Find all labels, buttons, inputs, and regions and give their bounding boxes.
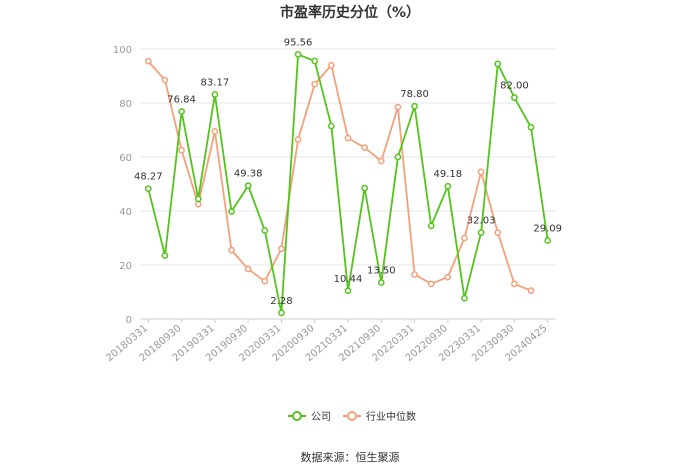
data-point-company [494, 60, 502, 68]
data-point-industry-median [211, 128, 219, 135]
legend-company-marker [292, 411, 302, 421]
data-point-industry-median [228, 246, 235, 254]
legend-industry-label: 行业中位数 [366, 410, 416, 423]
data-point-company [294, 51, 302, 58]
data-point-company [544, 237, 552, 244]
data-point-industry-median [394, 103, 402, 111]
data-label: 10.44 [334, 274, 363, 285]
data-point-company [444, 182, 452, 190]
data-point-company [228, 208, 235, 215]
data-point-industry-median [194, 200, 202, 208]
y-tick-label: 80 [119, 99, 132, 110]
data-point-industry-median [294, 136, 302, 143]
data-label: 78.80 [400, 89, 429, 100]
data-label: 48.27 [134, 172, 163, 183]
data-point-company [311, 57, 319, 65]
data-point-company [194, 195, 202, 203]
data-label: 95.56 [284, 37, 313, 48]
data-label: 76.84 [167, 95, 196, 106]
data-point-company [278, 309, 285, 317]
x-axis: 2018033120180930201903312019093020200331… [104, 319, 550, 364]
data-point-company [477, 229, 485, 236]
data-point-industry-median [278, 245, 285, 253]
data-point-company [361, 184, 368, 192]
data-point-industry-median [178, 146, 185, 154]
data-point-industry-median [527, 287, 535, 294]
data-point-company [394, 153, 402, 161]
series-line-industry-median [147, 60, 532, 292]
data-point-industry-median [461, 234, 468, 242]
y-tick-label: 0 [126, 315, 132, 326]
legend-industry-marker [347, 411, 357, 421]
data-point-industry-median [344, 134, 352, 142]
data-point-industry-median [261, 277, 269, 285]
legend-item-company[interactable]: 公司 [288, 411, 331, 423]
data-point-company [144, 185, 152, 193]
data-point-industry-median [311, 80, 319, 88]
legend-company-label: 公司 [311, 412, 331, 423]
data-label: 2.28 [270, 296, 292, 307]
data-point-company [411, 102, 418, 110]
data-labels: 48.27 76.84 83.17 49.38 2.28 95.56 10.44 13.50 7… [134, 37, 562, 306]
data-point-industry-median [511, 280, 518, 288]
data-point-company [211, 91, 219, 98]
data-label: 83.17 [201, 77, 230, 88]
data-label: 29.09 [533, 223, 562, 234]
data-label: 49.38 [234, 169, 263, 180]
legend: 公司 行业中位数 [288, 410, 416, 423]
data-point-industry-median [494, 229, 502, 236]
chart-title: 市盈率历史分位（%） [280, 4, 420, 21]
data-point-industry-median [244, 265, 252, 273]
data-point-company [178, 108, 185, 115]
legend-item-industry-median[interactable]: 行业中位数 [343, 410, 416, 423]
y-axis: 0 20 40 60 80 100 [113, 45, 132, 326]
series-points [144, 51, 552, 317]
data-point-company [527, 123, 535, 131]
data-label: 49.18 [434, 169, 463, 180]
data-point-company [328, 122, 335, 130]
y-tick-label: 40 [119, 207, 132, 218]
data-point-industry-median [361, 144, 368, 151]
data-point-company [377, 279, 385, 286]
data-point-industry-median [444, 273, 452, 281]
data-point-company [427, 222, 435, 230]
source-text: 数据来源：恒生聚源 [301, 450, 400, 464]
data-label: 13.50 [367, 266, 396, 277]
data-label: 32.03 [467, 216, 496, 227]
y-tick-label: 100 [113, 45, 132, 56]
data-point-industry-median [144, 57, 152, 65]
y-tick-label: 60 [119, 153, 132, 164]
data-point-industry-median [377, 157, 385, 165]
data-point-industry-median [477, 168, 485, 176]
data-point-company [161, 252, 169, 259]
data-point-company [461, 294, 468, 302]
data-point-company [511, 94, 518, 101]
data-label: 82.00 [500, 81, 529, 92]
y-tick-label: 20 [119, 261, 132, 272]
data-point-company [244, 182, 252, 190]
data-point-company [344, 287, 352, 295]
data-point-industry-median [161, 76, 169, 84]
data-point-industry-median [328, 61, 335, 69]
data-point-industry-median [411, 271, 418, 278]
data-point-industry-median [427, 280, 435, 288]
data-point-company [261, 227, 269, 234]
